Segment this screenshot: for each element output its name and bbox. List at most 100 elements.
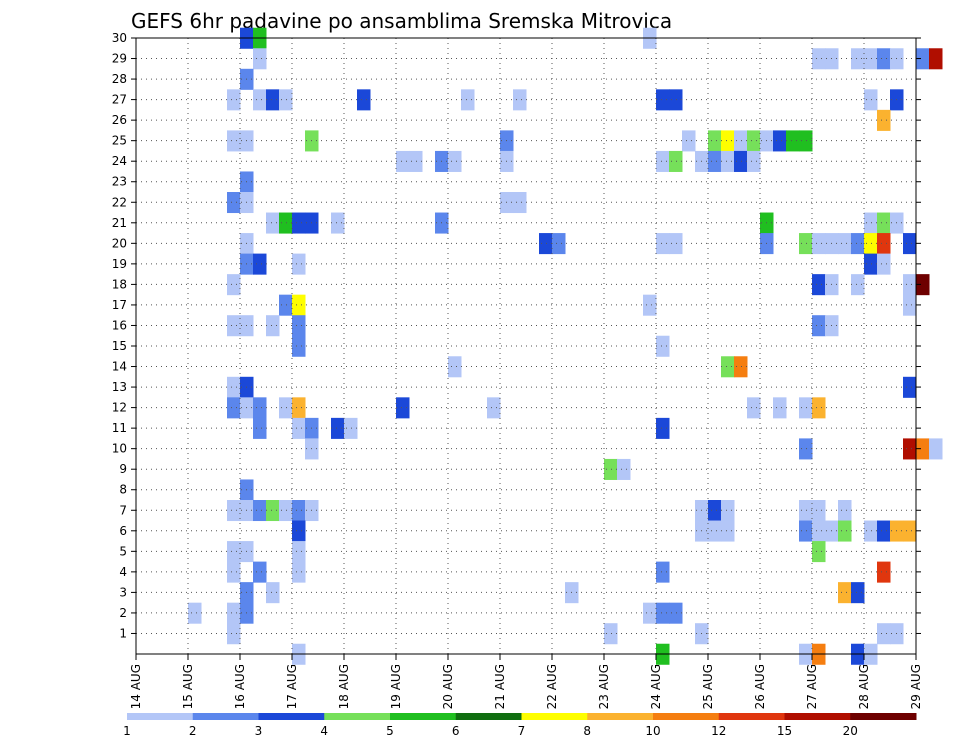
heatmap-cell <box>669 233 683 255</box>
heatmap-cell <box>838 500 852 522</box>
colorbar-label: 10 <box>645 724 660 738</box>
colorbar-swatch <box>521 713 588 720</box>
y-tick-label: 15 <box>112 339 127 353</box>
y-tick-label: 1 <box>119 626 127 640</box>
heatmap-cell <box>721 356 735 378</box>
colorbar-swatch <box>390 713 457 720</box>
heatmap-cell <box>903 294 917 316</box>
colorbar-label: 12 <box>711 724 726 738</box>
heatmap-cell <box>227 623 241 645</box>
heatmap-cell <box>461 89 475 111</box>
heatmap-cell <box>903 274 917 296</box>
heatmap-cell <box>656 602 670 624</box>
heatmap-cell <box>838 233 852 255</box>
heatmap-cell <box>448 356 462 378</box>
heatmap-cell <box>864 233 878 255</box>
colorbar-label: 1 <box>123 724 131 738</box>
colorbar-label: 20 <box>843 724 858 738</box>
heatmap-cell <box>851 274 865 296</box>
heatmap-cell <box>292 315 306 337</box>
y-tick-label: 26 <box>112 113 127 127</box>
heatmap-cell <box>812 397 826 419</box>
colorbar-swatch <box>455 713 522 720</box>
heatmap-cell <box>877 212 891 234</box>
y-tick-label: 4 <box>119 565 127 579</box>
x-tick-label: 23 AUG <box>597 664 611 709</box>
heatmap-cell <box>292 417 306 439</box>
heatmap-cell <box>812 520 826 542</box>
colorbar-swatch <box>653 713 720 720</box>
heatmap-cell <box>747 397 761 419</box>
heatmap-cell <box>448 150 462 172</box>
heatmap-cell <box>916 274 930 296</box>
heatmap-cell <box>513 192 527 214</box>
heatmap-cell <box>279 212 293 234</box>
heatmap-cell <box>721 520 735 542</box>
y-tick-label: 17 <box>112 298 127 312</box>
heatmap-cell <box>682 130 696 152</box>
y-tick-label: 20 <box>112 236 127 250</box>
heatmap-cell <box>838 582 852 604</box>
heatmap-cell <box>292 561 306 583</box>
heatmap-cell <box>279 89 293 111</box>
heatmap-cell <box>929 438 943 460</box>
heatmap-cell <box>279 500 293 522</box>
heatmap-cell <box>656 335 670 357</box>
heatmap-cell <box>708 150 722 172</box>
heatmap-cell <box>279 397 293 419</box>
y-tick-label: 7 <box>119 503 127 517</box>
heatmap-cell <box>266 582 280 604</box>
heatmap-cell <box>929 48 943 70</box>
heatmap-cell <box>253 397 267 419</box>
colorbar-label: 5 <box>386 724 394 738</box>
heatmap-cell <box>747 130 761 152</box>
colorbar-swatch <box>718 713 785 720</box>
heatmap-cell <box>266 212 280 234</box>
heatmap-cell <box>487 397 501 419</box>
colorbar-swatch <box>192 713 259 720</box>
heatmap-cell <box>864 89 878 111</box>
heatmap-cell <box>227 500 241 522</box>
heatmap-cell <box>227 397 241 419</box>
heatmap-cell <box>604 458 618 480</box>
y-tick-label: 28 <box>112 72 127 86</box>
heatmap-cell <box>539 233 553 255</box>
heatmap-cell <box>799 130 813 152</box>
heatmap-cell <box>903 520 917 542</box>
cells-layer <box>188 27 943 665</box>
heatmap-cell <box>669 602 683 624</box>
heatmap-cell <box>799 397 813 419</box>
heatmap-cell <box>786 130 800 152</box>
heatmap-cell <box>253 561 267 583</box>
heatmap-cell <box>227 376 241 398</box>
heatmap-cell <box>266 315 280 337</box>
heatmap-cell <box>344 417 358 439</box>
heatmap-cell <box>877 623 891 645</box>
heatmap-cell <box>903 233 917 255</box>
heatmap-cell <box>812 315 826 337</box>
heatmap-cell <box>916 438 930 460</box>
heatmap-cell <box>604 623 618 645</box>
colorbar-label: 2 <box>189 724 197 738</box>
y-tick-label: 22 <box>112 195 127 209</box>
heatmap-cell <box>877 253 891 275</box>
heatmap-cell <box>331 212 345 234</box>
heatmap-cell <box>877 109 891 131</box>
x-tick-label: 19 AUG <box>389 664 403 709</box>
heatmap-cell <box>253 500 267 522</box>
heatmap-cell <box>799 438 813 460</box>
colorbar-swatch <box>850 713 917 720</box>
x-tick-label: 16 AUG <box>233 664 247 709</box>
y-tick-label: 21 <box>112 216 127 230</box>
heatmap-cell <box>773 397 787 419</box>
x-tick-label: 20 AUG <box>441 664 455 709</box>
heatmap-cell <box>292 520 306 542</box>
heatmap-cell <box>253 89 267 111</box>
heatmap-cell <box>292 253 306 275</box>
x-tick-label: 15 AUG <box>181 664 195 709</box>
heatmap-cell <box>838 520 852 542</box>
heatmap-cell <box>253 253 267 275</box>
y-tick-label: 12 <box>112 401 127 415</box>
heatmap-cell <box>877 520 891 542</box>
heatmap-cell <box>773 130 787 152</box>
